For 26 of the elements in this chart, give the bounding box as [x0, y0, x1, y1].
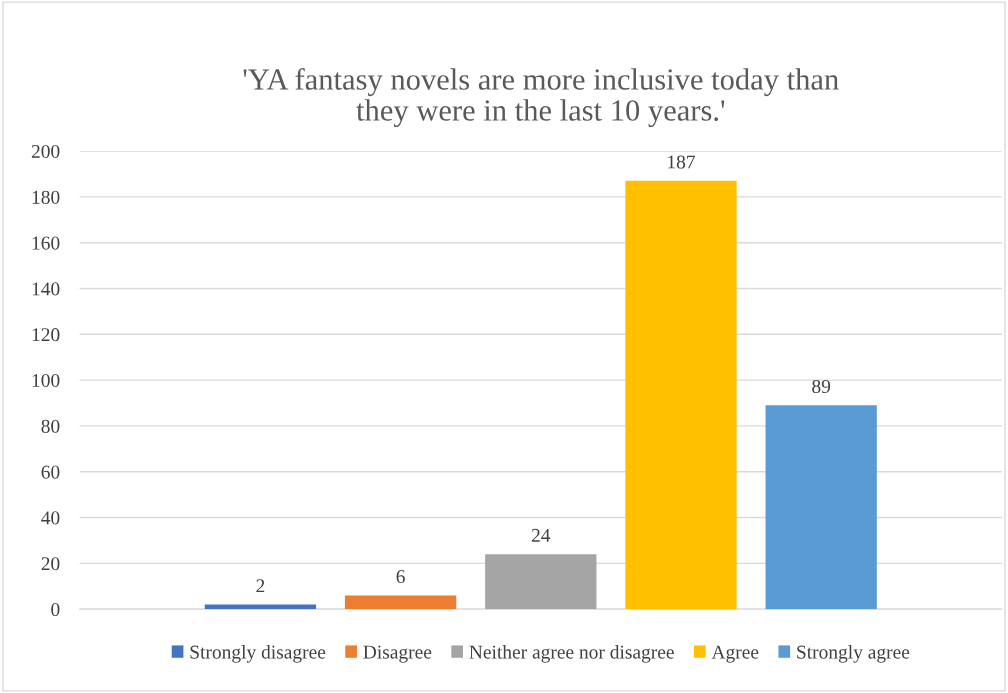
legend-label: Agree: [711, 645, 759, 663]
y-tick-label: 0: [51, 602, 60, 617]
y-tick-label: 180: [32, 190, 60, 204]
chart-title: 'YA fantasy novels are more inclusive today than they were in the last 10 years.': [243, 68, 839, 128]
bar: [625, 180, 737, 610]
y-tick-label: 120: [32, 328, 60, 342]
legend-label: Strongly agree: [797, 644, 910, 663]
y-tick-label: 60: [41, 465, 60, 479]
legend-label: Strongly disagree: [190, 644, 326, 663]
bar: [765, 405, 877, 610]
y-tick-label: 40: [41, 511, 60, 525]
bar: [344, 595, 457, 610]
data-label: 89: [812, 379, 831, 394]
y-tick-label: 100: [32, 373, 60, 388]
data-label: 2: [256, 579, 265, 593]
data-label: 187: [668, 155, 696, 169]
bar: [485, 554, 597, 610]
y-tick-label: 140: [32, 282, 60, 296]
y-tick-label: 80: [41, 419, 60, 433]
y-tick-label: 200: [31, 144, 60, 159]
legend-label: Neither agree nor disagree: [469, 644, 674, 663]
y-tick-label: 160: [32, 236, 60, 250]
data-label: 24: [531, 528, 551, 542]
y-tick-label: 20: [41, 557, 60, 571]
legend-label: Disagree: [363, 645, 432, 663]
data-label: 6: [396, 570, 405, 584]
